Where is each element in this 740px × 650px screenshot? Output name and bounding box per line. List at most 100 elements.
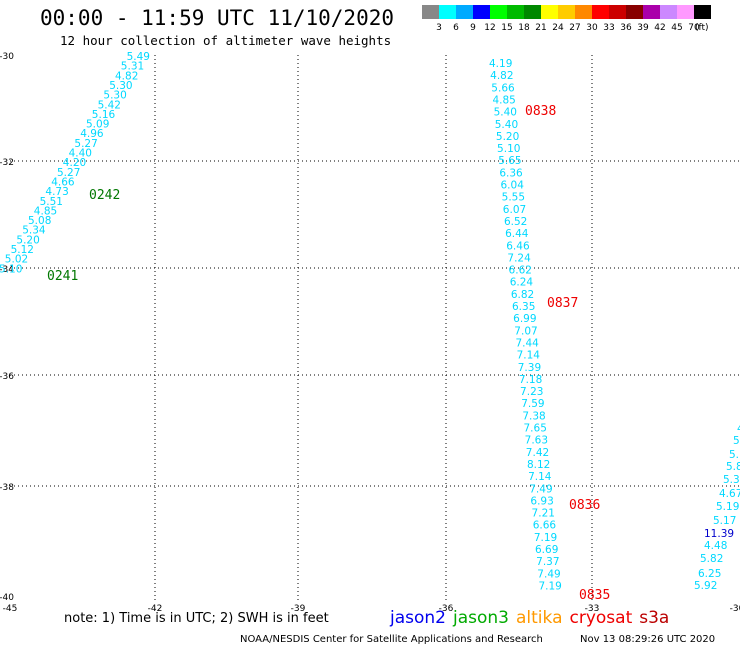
time-marker: 0242 xyxy=(89,188,120,203)
wave-height-value: 6.82 xyxy=(511,289,534,301)
wave-height-value: 7.42 xyxy=(526,447,549,459)
satellite-label: cryosat xyxy=(569,608,633,628)
wave-height-value: 4.85 xyxy=(492,94,515,106)
wave-height-value: 5.65 xyxy=(498,155,521,167)
wave-height-value: 4.82 xyxy=(490,70,513,82)
legend-label: 45 xyxy=(671,23,683,33)
legend-swatch xyxy=(439,5,456,19)
wave-height-value: 6.66 xyxy=(533,520,557,532)
note-text: note: 1) Time is in UTC; 2) SWH is in fe… xyxy=(64,611,329,626)
legend-label: 12 xyxy=(484,23,496,33)
wave-height-value: 5.82 xyxy=(700,553,723,565)
page-subtitle: 12 hour collection of altimeter wave hei… xyxy=(60,33,392,48)
legend-label: 30 xyxy=(586,23,598,33)
legend-swatch xyxy=(609,5,626,19)
legend-label: 18 xyxy=(518,23,530,33)
wave-height-value: 5.08 xyxy=(28,215,51,227)
wave-height-value: 4 xyxy=(737,423,740,435)
wave-height-value: 5.49 xyxy=(127,51,150,63)
legend-swatch xyxy=(490,5,507,19)
wave-height-value: 4.40 xyxy=(69,148,92,160)
lat-label: -30 xyxy=(0,52,14,62)
wave-height-value: 5.20 xyxy=(496,131,519,143)
wave-height-value: 5 xyxy=(733,435,740,447)
wave-height-value: 7.14 xyxy=(517,350,541,362)
wave-height-value: 7.49 xyxy=(537,568,560,580)
wave-height-value: 4.67 xyxy=(719,488,740,500)
lon-label: -33 xyxy=(585,604,600,614)
wave-height-value: 7.44 xyxy=(515,337,539,349)
time-marker: 0837 xyxy=(547,296,578,311)
wave-height-value: 5.27 xyxy=(74,138,97,150)
wave-height-value: 5.30 xyxy=(103,90,126,102)
legend-swatch xyxy=(422,5,439,19)
legend-label: 3 xyxy=(436,23,442,33)
satellite-label: jason2 xyxy=(390,608,446,628)
wave-height-value: 5. xyxy=(729,449,739,461)
wave-height-value: 7.19 xyxy=(538,580,561,592)
axis-labels: -30 -32 -34 -36 -38 -40-45 -42 -39 -36 -33 -30 xyxy=(0,52,740,614)
legend-swatch xyxy=(541,5,558,19)
wave-height-value: 6.93 xyxy=(530,495,553,507)
page-title: 00:00 - 11:59 UTC 11/10/2020 xyxy=(40,6,395,30)
lat-label: -36 xyxy=(0,372,14,382)
legend-swatch xyxy=(660,5,677,19)
lat-lon-grid xyxy=(10,55,740,600)
wave-height-value: 5.8 xyxy=(726,461,740,473)
wave-height-value: 6.35 xyxy=(512,301,535,313)
wave-height-value: 6.25 xyxy=(698,568,721,580)
legend-label: 24 xyxy=(552,23,564,33)
wave-height-value: 7.14 xyxy=(528,471,552,483)
wave-height-value: 4.48 xyxy=(704,540,727,552)
legend-swatch xyxy=(677,5,694,19)
wave-height-value: 5.02 xyxy=(5,254,28,266)
wave-height-value: 5.19 xyxy=(716,501,739,513)
timestamp-text: Nov 13 08:29:26 UTC 2020 xyxy=(580,634,716,645)
wave-height-value: 5.42 xyxy=(98,99,121,111)
wave-height-value: 5.66 xyxy=(491,82,515,94)
legend-label: 42 xyxy=(654,23,666,33)
wave-height-value: 6.36 xyxy=(499,167,523,179)
wave-height-value: 7.39 xyxy=(518,362,541,374)
wave-height-value: 7.21 xyxy=(532,508,555,520)
wave-height-value: 6.62 xyxy=(509,265,532,277)
lon-label: -45 xyxy=(3,604,18,614)
legend-swatch xyxy=(643,5,660,19)
wave-height-value: 6.99 xyxy=(513,313,536,325)
lat-label: -38 xyxy=(0,483,14,493)
time-marker: 0836 xyxy=(569,498,600,513)
legend-label: 21 xyxy=(535,23,547,33)
wave-height-value: 6.44 xyxy=(505,228,529,240)
wave-height-value: 5.20 xyxy=(16,234,39,246)
time-marker: 0241 xyxy=(47,269,78,284)
wave-height-value: 11.39 xyxy=(704,528,734,540)
lon-label: -36 xyxy=(439,604,454,614)
legend-label: 36 xyxy=(620,23,632,33)
wave-height-value: 5.09 xyxy=(86,119,109,131)
wave-height-value: 4.20 xyxy=(63,157,86,169)
wave-height-value: 4.82 xyxy=(115,70,138,82)
legend-label: 15 xyxy=(501,23,513,33)
wave-height-value: 7.63 xyxy=(525,435,548,447)
legend-swatch xyxy=(592,5,609,19)
wave-height-value: 4.85 xyxy=(34,205,57,217)
time-marker: 0835 xyxy=(579,588,610,603)
time-marker: 0838 xyxy=(525,104,556,119)
lat-label: -40 xyxy=(0,593,14,603)
wave-height-value: 5.16 xyxy=(92,109,116,121)
legend-swatch xyxy=(694,5,711,19)
legend-label: 33 xyxy=(603,23,615,33)
credit-text: NOAA/NESDIS Center for Satellite Applica… xyxy=(240,634,543,645)
wave-height-value: 5.27 xyxy=(57,167,80,179)
wave-height-value: 6.69 xyxy=(535,544,558,556)
satellite-label: altika xyxy=(516,608,563,628)
legend-swatch xyxy=(558,5,575,19)
legend-swatch xyxy=(575,5,592,19)
wave-height-value: 7.49 xyxy=(529,483,552,495)
wave-height-value: 7.38 xyxy=(522,410,545,422)
legend-unit: (ft) xyxy=(695,23,709,33)
wave-height-value: 7.18 xyxy=(519,374,542,386)
lat-label: -32 xyxy=(0,158,14,168)
wave-height-value: 7.24 xyxy=(507,252,531,264)
